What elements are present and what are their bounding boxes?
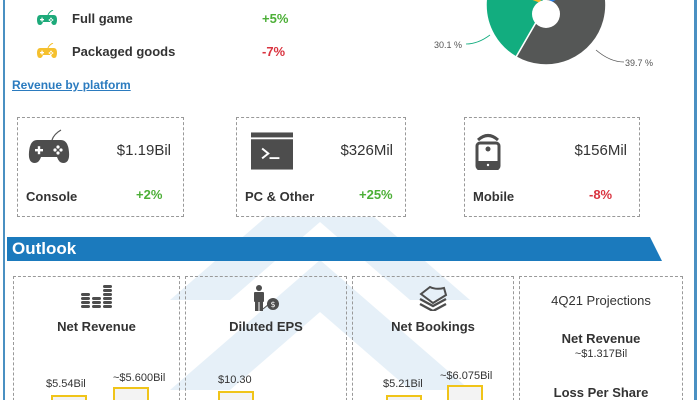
person-dollar-icon: $	[254, 285, 279, 311]
layers-icon	[419, 285, 448, 311]
mobile-wireless-icon	[475, 134, 501, 170]
bar-value-actual: $5.21Bil	[383, 378, 423, 390]
svg-text:$: $	[270, 300, 275, 309]
gamepad-icon	[28, 129, 70, 163]
projection-net-revenue-label: Net Revenue	[561, 331, 641, 346]
platform-value: $326Mil	[340, 142, 393, 159]
platform-change: -8%	[589, 187, 613, 202]
segment-label: Packaged goods	[72, 43, 176, 59]
pie-label-green: 30.1 %	[434, 40, 463, 50]
outlook-card-title: Net Bookings	[391, 319, 475, 334]
outlook-card-projections: 4Q21 Projections Net Revenue ~$1.317Bil …	[519, 276, 683, 400]
platform-change: +2%	[136, 187, 163, 202]
bar-value-actual: $5.54Bil	[46, 378, 86, 390]
outlook-header-bar	[7, 237, 662, 261]
platform-card-mobile: $156Mil Mobile -8%	[464, 117, 640, 217]
pie-label-dark: 39.7 %	[625, 58, 654, 68]
bar-actual	[218, 391, 254, 400]
segment-row-full-game: Full game +5%	[36, 6, 288, 30]
segment-change: -7%	[262, 43, 286, 59]
platform-name: Console	[26, 189, 78, 204]
outlook-title: Outlook	[12, 239, 77, 258]
gamepad-icon	[37, 43, 57, 58]
revenue-donut-chart	[486, 0, 606, 66]
bar-value-projected: ~$5.600Bil	[113, 372, 166, 384]
outlook-card-net-bookings: Net Bookings $5.21Bil ~$6.075Bil	[352, 276, 514, 400]
segment-change: +5%	[262, 10, 289, 26]
projections-title: 4Q21 Projections	[551, 293, 651, 308]
frame-border-left	[3, 0, 5, 400]
pie-leader-lines	[465, 34, 625, 63]
platform-value: $1.19Bil	[116, 142, 171, 159]
bar-projected	[113, 387, 149, 400]
projection-net-revenue-value: ~$1.317Bil	[574, 348, 628, 360]
platform-name: Mobile	[473, 189, 515, 204]
projection-loss-per-share-label: Loss Per Share	[553, 385, 649, 400]
segment-row-packaged-goods: Packaged goods -7%	[36, 39, 285, 63]
platform-card-console: $1.19Bil Console +2%	[17, 117, 184, 217]
platform-change: +25%	[359, 187, 393, 202]
outlook-card-title: Net Revenue	[57, 319, 136, 334]
revenue-by-platform-link[interactable]: Revenue by platform	[12, 78, 131, 92]
bar-value-projected: ~$6.075Bil	[440, 370, 493, 382]
bar-actual	[386, 395, 422, 400]
frame-border-right	[694, 0, 697, 400]
gamepad-icon	[37, 10, 57, 25]
bar-actual	[51, 395, 87, 400]
outlook-card-diluted-eps: $ Diluted EPS $10.30	[185, 276, 347, 400]
bar-projected	[447, 385, 483, 400]
segment-label: Full game	[72, 10, 133, 26]
bar-value-actual: $10.30	[218, 374, 252, 386]
coin-stacks-icon	[80, 285, 112, 308]
platform-value: $156Mil	[574, 142, 627, 159]
outlook-card-title: Diluted EPS	[229, 319, 303, 334]
platform-card-pc: $326Mil PC & Other +25%	[236, 117, 406, 217]
outlook-card-net-revenue: Net Revenue $5.54Bil ~$5.600Bil	[13, 276, 180, 400]
platform-name: PC & Other	[245, 189, 315, 204]
terminal-icon	[251, 132, 293, 170]
